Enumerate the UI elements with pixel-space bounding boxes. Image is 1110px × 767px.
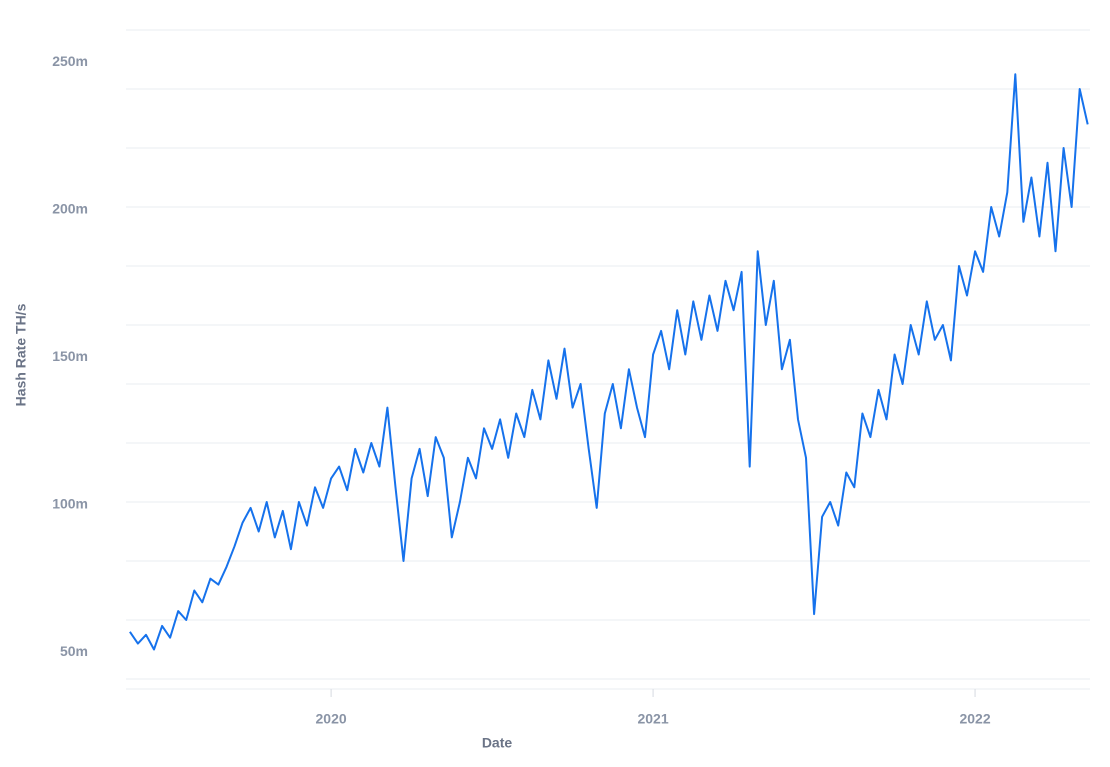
x-tick-label: 2020 bbox=[316, 711, 347, 727]
y-axis-title: Hash Rate TH/s bbox=[13, 303, 29, 406]
y-tick-label: 100m bbox=[52, 496, 88, 512]
x-tick-label: 2021 bbox=[637, 711, 668, 727]
y-tick-label: 200m bbox=[52, 201, 88, 217]
x-axis-title: Date bbox=[482, 735, 513, 751]
data-line bbox=[129, 73, 1089, 651]
y-tick-label: 250m bbox=[52, 53, 88, 69]
y-tick-label: 50m bbox=[60, 643, 88, 659]
y-tick-label: 150m bbox=[52, 348, 88, 364]
x-tick-label: 2022 bbox=[959, 711, 990, 727]
